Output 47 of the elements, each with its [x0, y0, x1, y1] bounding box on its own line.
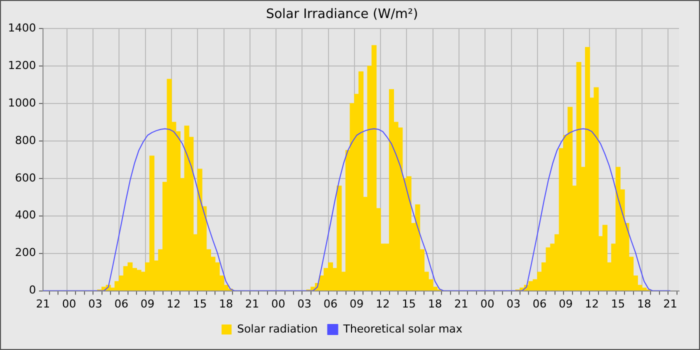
bar	[642, 288, 647, 291]
y-tick-label: 600	[14, 171, 36, 184]
x-tick-label: 12	[584, 297, 599, 310]
y-tick-label: 400	[14, 208, 36, 222]
y-tick-label: 200	[14, 246, 36, 260]
y-tick-label: 800	[14, 134, 36, 147]
x-tick-label: 00	[62, 297, 76, 310]
x-tick-label: 03	[297, 297, 312, 310]
x-tick-label: 09	[350, 297, 364, 310]
bar	[128, 262, 133, 291]
x-tick-label: 18	[218, 297, 233, 310]
x-tick-label: 18	[428, 297, 442, 310]
x-tick-label: 21	[454, 297, 468, 310]
bar	[358, 71, 364, 291]
bar	[184, 126, 190, 291]
y-tick-label: 1200	[8, 58, 36, 72]
y-tick-label: 1000	[8, 96, 36, 110]
chart-title: Solar Irradiance (W/m²)	[266, 7, 418, 22]
bar	[406, 176, 412, 291]
x-tick-label: 21	[245, 297, 260, 310]
x-tick-label: 09	[558, 297, 573, 310]
x-tick-label: 21	[36, 297, 50, 310]
x-tick-label: 06	[532, 297, 547, 310]
x-tick-label: 12	[376, 297, 390, 310]
legend-label: Theoretical solar max	[342, 322, 463, 336]
legend-label: Solar radiation	[237, 322, 318, 336]
x-tick-label: 00	[480, 297, 494, 310]
x-tick-label: 15	[611, 297, 626, 310]
x-tick-label: 03	[88, 297, 102, 310]
bar	[594, 87, 599, 291]
bar	[328, 262, 334, 291]
y-tick-label: 1400	[8, 21, 36, 34]
bar	[336, 186, 342, 291]
y-tick-label: 0	[28, 284, 36, 297]
x-tick-label: 15	[192, 297, 207, 310]
x-tick-label: 06	[324, 297, 338, 310]
bar	[415, 204, 420, 291]
x-tick-label: 09	[140, 297, 155, 310]
x-tick-label: 21	[663, 297, 678, 310]
x-tick-label: 18	[637, 297, 652, 310]
x-tick-label: 12	[166, 297, 181, 310]
bar	[149, 156, 154, 291]
x-tick-label: 06	[114, 297, 128, 310]
x-tick-label: 15	[402, 297, 416, 310]
x-tick-label: 00	[271, 297, 286, 310]
x-tick-label: 03	[506, 297, 520, 310]
bar	[602, 224, 608, 291]
